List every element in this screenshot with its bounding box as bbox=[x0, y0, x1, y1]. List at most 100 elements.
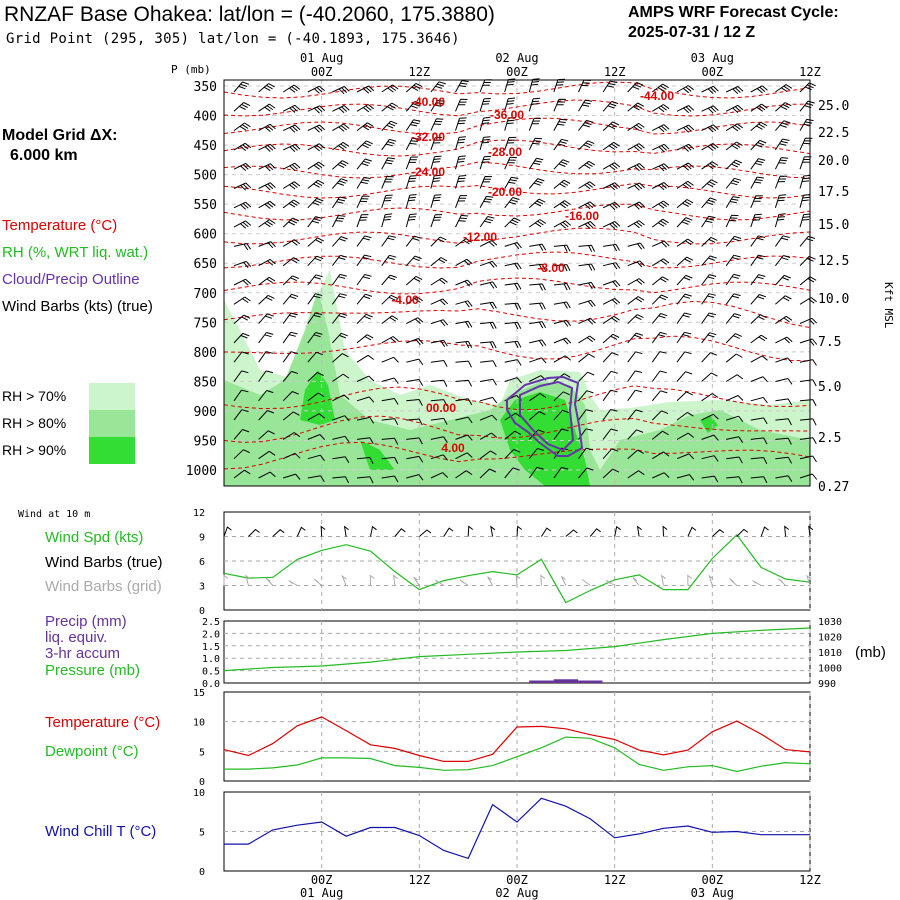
wind-barb bbox=[750, 121, 768, 131]
wind-barb bbox=[381, 176, 394, 189]
wind-barb bbox=[627, 332, 643, 344]
wind-barb bbox=[258, 103, 276, 112]
wind-barb bbox=[356, 354, 374, 363]
wind-barb-grid bbox=[581, 579, 591, 586]
wind-barb bbox=[602, 333, 620, 344]
wind-barb bbox=[356, 122, 374, 131]
wind-barb bbox=[332, 141, 350, 151]
bottom-time-label-4: 00Z bbox=[701, 873, 723, 887]
wind-barb-grid bbox=[487, 576, 494, 586]
wind-barb bbox=[725, 214, 739, 228]
wind-barb bbox=[405, 175, 418, 189]
temperature-contour-4 bbox=[223, 161, 811, 179]
wind-barb-true bbox=[565, 529, 578, 537]
wind-barb bbox=[405, 82, 423, 93]
wind-barb bbox=[381, 336, 399, 344]
wind-barb-true bbox=[490, 525, 496, 537]
wind-barb bbox=[356, 104, 375, 113]
wind-barb bbox=[455, 360, 472, 368]
wind-barb bbox=[651, 370, 667, 382]
wind-barb bbox=[726, 415, 744, 423]
wind-barb bbox=[455, 214, 469, 228]
windchill-ytick-2: 10 bbox=[193, 788, 205, 799]
wind-barb bbox=[602, 80, 618, 93]
temp-ytick-0: 0 bbox=[199, 777, 205, 788]
wind-barb-true bbox=[636, 525, 642, 537]
wind-barb bbox=[405, 156, 418, 170]
wind-barb bbox=[282, 351, 298, 363]
wind-barb-true bbox=[272, 529, 285, 537]
wind-barb bbox=[406, 338, 424, 346]
wind-barb bbox=[307, 372, 324, 382]
wind-barb bbox=[332, 476, 350, 484]
wind-barb bbox=[602, 428, 618, 440]
temp-contour-label-4: -28.00 bbox=[488, 145, 522, 159]
wind-barb bbox=[676, 432, 695, 440]
wind-barb bbox=[282, 331, 298, 344]
wind-barb bbox=[405, 235, 422, 247]
wind-barb bbox=[282, 84, 301, 93]
temperature-contour-9 bbox=[223, 277, 811, 295]
wind-barb bbox=[405, 194, 417, 208]
wind-barb bbox=[455, 470, 473, 479]
wind-barb bbox=[701, 105, 719, 114]
axes: P (mb)3504004505005506006507007508008509… bbox=[171, 51, 895, 900]
wind-barb bbox=[307, 255, 324, 267]
wind-barb bbox=[479, 260, 498, 268]
wind-barb bbox=[578, 409, 594, 421]
wind-barbs-true-label: Wind Barbs (true) bbox=[45, 554, 163, 571]
wind-barb-true bbox=[711, 529, 725, 537]
precip-ytick-2: 1.5 bbox=[202, 642, 220, 653]
wind-barb bbox=[307, 351, 324, 363]
bottom-time-label-3: 12Z bbox=[604, 873, 626, 887]
bottom-time-label-2: 00Z bbox=[506, 873, 528, 887]
wind-barb bbox=[553, 319, 571, 327]
wind-barb bbox=[258, 430, 275, 440]
wind-barb bbox=[430, 339, 448, 347]
wind-barb bbox=[602, 280, 621, 288]
wind-barb bbox=[504, 430, 522, 440]
wind-barb-grid bbox=[632, 577, 640, 586]
wind-barb bbox=[455, 320, 473, 329]
wind-barb bbox=[651, 313, 668, 324]
wind-barb bbox=[356, 85, 375, 94]
wind-barb-grid bbox=[392, 574, 398, 586]
wind-barb bbox=[553, 466, 569, 479]
cloud-precip-outline bbox=[506, 375, 584, 457]
wind-barb bbox=[676, 143, 695, 152]
wind-barb bbox=[529, 219, 546, 228]
wind-barb bbox=[430, 417, 448, 425]
wind-barb bbox=[258, 370, 274, 382]
wind-barb bbox=[578, 281, 596, 290]
wind-barb-grid bbox=[806, 574, 812, 586]
wind-barb bbox=[725, 293, 741, 305]
wind-barb bbox=[430, 236, 447, 247]
pressure-tick-label-5: 600 bbox=[194, 228, 217, 243]
wind-barb bbox=[307, 143, 325, 152]
wind-barb bbox=[725, 235, 742, 247]
wind-barb bbox=[405, 255, 422, 267]
kft-msl-axis-title: Kft MSL bbox=[882, 282, 895, 329]
wind-barb bbox=[307, 197, 324, 209]
wind-barb bbox=[430, 214, 443, 228]
rh-key-70-label: RH > 70% bbox=[2, 388, 67, 404]
wind-barb bbox=[356, 375, 375, 382]
wind-chill-label: Wind Chill T (°C) bbox=[45, 823, 157, 840]
wind-barb bbox=[480, 360, 497, 368]
wind-barb-true bbox=[419, 529, 432, 537]
wind-barb bbox=[652, 163, 670, 172]
wind-barb bbox=[258, 258, 276, 267]
wind-barb bbox=[725, 123, 744, 132]
top-time-label-0: 00Z bbox=[311, 65, 333, 79]
wind-barb bbox=[676, 238, 694, 247]
pressure-tick-label-10: 850 bbox=[194, 375, 217, 390]
rh-key-70-swatch bbox=[89, 383, 135, 410]
wind-barb bbox=[676, 391, 693, 402]
wind-barb bbox=[726, 456, 743, 464]
wind-barb bbox=[799, 418, 817, 426]
temp-contour-label-6: -20.00 bbox=[488, 185, 522, 199]
wind-barb bbox=[455, 80, 469, 93]
wind-barb bbox=[233, 296, 251, 305]
wind-barb bbox=[356, 235, 372, 247]
